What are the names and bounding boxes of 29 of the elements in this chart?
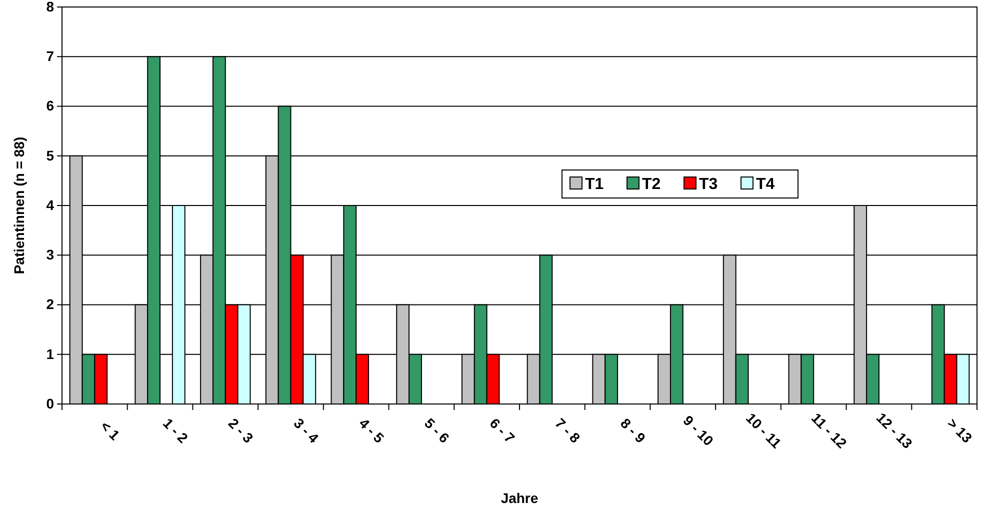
x-tick-label: 7 - 8 xyxy=(552,414,584,446)
x-tick-label: > 13 xyxy=(944,415,976,446)
x-tick-label: 5 - 6 xyxy=(421,414,453,446)
x-tick-label: 12 - 13 xyxy=(873,409,916,452)
y-tick-label: 3 xyxy=(46,246,54,263)
y-tick-label: 4 xyxy=(46,196,54,213)
x-tick-label: 9 - 10 xyxy=(680,412,717,449)
y-tick-label: 0 xyxy=(46,395,54,412)
y-tick-label: 7 xyxy=(46,48,54,64)
y-tick-label: 2 xyxy=(46,296,54,312)
legend-label: T2 xyxy=(642,176,661,193)
y-tick-label: 8 xyxy=(46,0,54,14)
y-tick-label: 6 xyxy=(46,98,54,114)
y-axis-title: Patientinnen (n = 88) xyxy=(11,136,27,274)
x-tick-label: 6 - 7 xyxy=(486,414,518,446)
x-tick-label: < 1 xyxy=(98,418,124,444)
y-tick-label: 5 xyxy=(46,147,54,164)
legend-label: T1 xyxy=(585,176,604,193)
x-axis-title: Jahre xyxy=(500,490,538,506)
x-tick-label: 8 - 9 xyxy=(618,414,649,446)
x-tick-label: 3 - 4 xyxy=(290,414,322,446)
legend-label: T4 xyxy=(756,176,775,193)
x-tick-label: 11 - 12 xyxy=(808,410,850,452)
x-tick-label: 10 - 11 xyxy=(742,410,785,452)
legend-label: T3 xyxy=(699,176,718,193)
x-tick-label: 1 - 2 xyxy=(160,414,192,446)
x-tick-label: 4 - 5 xyxy=(356,414,388,446)
x-tick-label: 2 - 3 xyxy=(225,414,257,446)
y-tick-label: 1 xyxy=(46,346,54,362)
